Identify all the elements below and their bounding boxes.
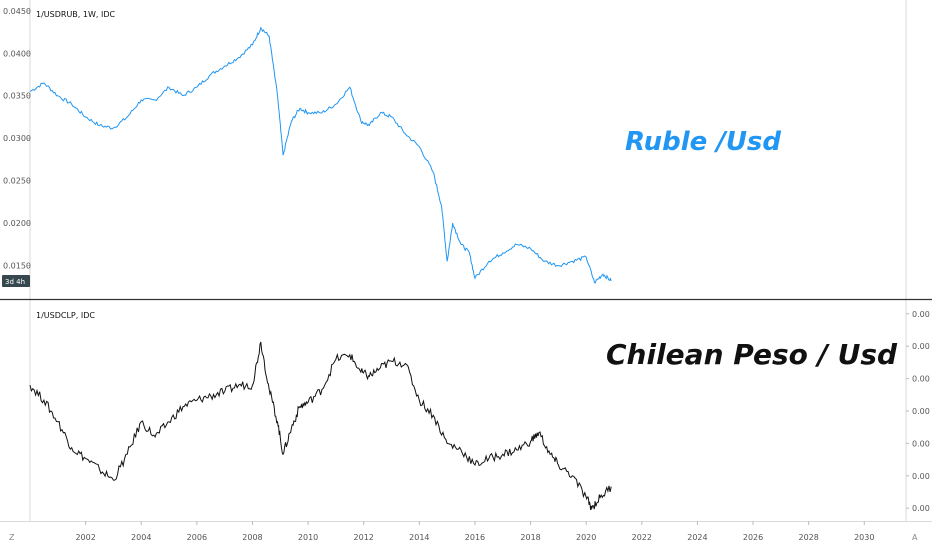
y-tick-label: 0.0300 <box>3 134 31 143</box>
ruble-series-line <box>29 26 612 284</box>
x-tick-label: 2012 <box>354 533 374 542</box>
y-tick-label: 0.0250 <box>3 177 31 186</box>
ruble-plot-area[interactable] <box>30 0 906 299</box>
y-tick-label: 0.00 <box>912 472 930 481</box>
x-tick-label: 2022 <box>632 533 652 542</box>
x-tick-label: 2010 <box>298 533 318 542</box>
ruble-annotation[interactable]: Ruble /Usd <box>625 127 781 157</box>
x-tick-label: 2024 <box>687 533 707 542</box>
x-tick-label: 2016 <box>465 533 485 542</box>
x-tick-label: 2018 <box>520 533 540 542</box>
auto-scale-button[interactable]: A <box>912 533 918 542</box>
y-tick-label: 0.00 <box>912 310 930 319</box>
x-tick-label: 2028 <box>798 533 818 542</box>
y-tick-label: 0.00 <box>912 342 930 351</box>
clp-annotation[interactable]: Chilean Peso / Usd <box>606 338 898 371</box>
x-tick-label: 2014 <box>409 533 429 542</box>
clp-y-axis: 0.00 0.00 0.00 0.00 0.00 0.00 0.00 <box>906 310 930 513</box>
x-tick-label: 2026 <box>743 533 763 542</box>
y-tick-label: 0.0150 <box>3 262 31 271</box>
ruble-symbol-label[interactable]: 1/USDRUB, 1W, IDC <box>36 10 115 19</box>
ruble-y-axis: 0.0450 0.0400 0.0350 0.0300 0.0250 0.0200 0.01… <box>3 7 31 271</box>
x-tick-label: 2008 <box>242 533 262 542</box>
countdown-badge-text: 3d 4h <box>5 278 25 286</box>
y-tick-label: 0.0200 <box>3 219 31 228</box>
countdown-badge <box>2 275 30 287</box>
x-tick-label: 2020 <box>576 533 596 542</box>
y-tick-label: 0.0350 <box>3 92 31 101</box>
x-tick-label: 2004 <box>131 533 151 542</box>
y-tick-label: 0.00 <box>912 439 930 448</box>
y-tick-label: 0.00 <box>912 407 930 416</box>
x-tick-label: 2002 <box>75 533 95 542</box>
y-tick-label: 0.00 <box>912 504 930 513</box>
y-tick-label: 0.00 <box>912 375 930 384</box>
x-tick-label: 2030 <box>854 533 874 542</box>
y-tick-label: 0.0400 <box>3 49 31 58</box>
clp-plot-area[interactable] <box>30 301 906 521</box>
zoom-button[interactable]: Z <box>9 533 15 542</box>
clp-symbol-label[interactable]: 1/USDCLP, IDC <box>36 311 95 320</box>
y-tick-label: 0.0450 <box>3 7 31 16</box>
clp-series-line <box>29 341 612 511</box>
time-axis: 2002 2004 2006 2008 2010 2012 2014 2016 2018 2020… <box>75 521 874 542</box>
x-tick-label: 2006 <box>187 533 207 542</box>
